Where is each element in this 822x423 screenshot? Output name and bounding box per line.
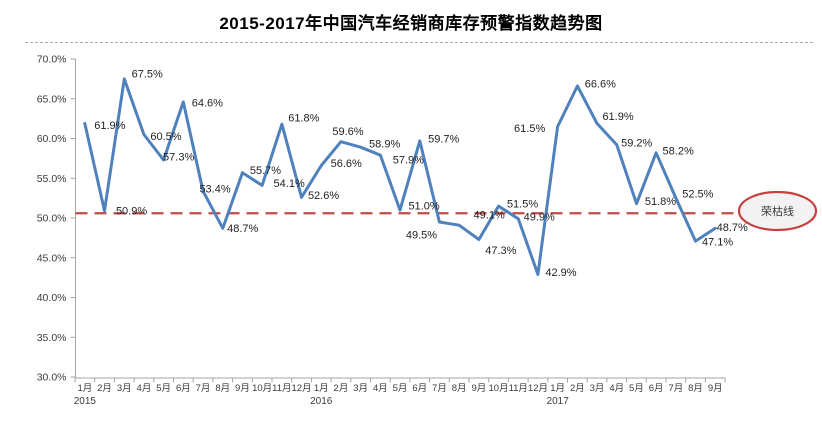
data-label: 52.6% — [308, 190, 339, 202]
x-month-label: 1月 — [77, 383, 92, 394]
data-label: 55.7% — [250, 165, 281, 177]
data-label: 59.7% — [428, 133, 459, 145]
threshold-ellipse — [737, 190, 818, 232]
data-label: 48.7% — [717, 222, 748, 234]
x-month-label: 2月 — [570, 383, 585, 394]
data-label: 51.8% — [645, 196, 676, 208]
x-month-label: 9月 — [235, 383, 250, 394]
data-label: 53.4% — [199, 183, 230, 195]
data-label: 49.5% — [406, 229, 437, 241]
data-label: 67.5% — [132, 68, 163, 80]
x-month-label: 8月 — [688, 383, 703, 394]
x-month-label: 3月 — [117, 383, 132, 394]
data-labels: 61.9% 50.9% 67.5% 60.5% 57.3% 64.6% 53.4% 48.7%… — [94, 68, 748, 279]
x-month-label: 10月 — [489, 383, 509, 394]
x-month-label: 11月 — [509, 383, 528, 394]
x-year-label: 2015 — [74, 396, 97, 407]
y-tick-label: 45.0% — [37, 252, 67, 264]
data-label: 47.1% — [702, 237, 733, 249]
data-label: 58.2% — [663, 145, 694, 157]
y-tick-label: 70.0% — [37, 54, 67, 66]
data-label: 42.9% — [545, 267, 576, 279]
title-divider — [25, 42, 813, 43]
threshold-callout: 荣枯线 — [737, 190, 818, 232]
threshold-label: 荣枯线 — [761, 204, 794, 218]
index-trend-line — [83, 77, 717, 276]
data-label: 66.6% — [585, 79, 616, 91]
x-year-label: 2016 — [310, 396, 333, 407]
x-month-label: 5月 — [629, 383, 644, 394]
data-label: 61.9% — [602, 111, 633, 123]
y-tick-label: 55.0% — [37, 173, 67, 185]
x-month-label: 6月 — [649, 383, 664, 394]
data-label: 61.8% — [288, 113, 319, 125]
data-label: 51.5% — [507, 199, 538, 211]
x-month-label: 9月 — [708, 383, 723, 394]
data-label: 64.6% — [192, 97, 223, 109]
data-label: 51.0% — [408, 201, 439, 213]
x-month-label: 12月 — [528, 383, 548, 394]
y-tick-label: 50.0% — [37, 213, 67, 225]
data-label: 49.1% — [474, 210, 505, 222]
data-label: 60.5% — [150, 131, 181, 143]
x-month-label: 6月 — [412, 383, 427, 394]
x-month-label: 1月 — [314, 383, 329, 394]
data-label: 48.7% — [227, 223, 258, 235]
x-month-label: 7月 — [432, 383, 447, 394]
y-tick-label: 65.0% — [37, 93, 67, 105]
x-month-label: 8月 — [452, 383, 467, 394]
x-month-label: 11月 — [272, 383, 291, 394]
x-year-label: 2017 — [547, 396, 570, 407]
x-month-label: 5月 — [393, 383, 408, 394]
y-tick-label: 35.0% — [37, 332, 67, 344]
chart-title: 2015-2017年中国汽车经销商库存预警指数趋势图 — [219, 14, 603, 33]
y-tick-label: 60.0% — [37, 133, 67, 145]
x-month-label: 1月 — [550, 383, 565, 394]
x-month-label: 12月 — [292, 383, 312, 394]
x-month-label: 6月 — [176, 383, 191, 394]
data-label: 49.9% — [524, 211, 555, 223]
x-month-label: 4月 — [373, 383, 388, 394]
x-month-label: 4月 — [609, 383, 624, 394]
x-month-label: 3月 — [590, 383, 605, 394]
data-label: 57.9% — [393, 155, 424, 167]
data-label: 61.9% — [94, 120, 125, 132]
y-tick-label: 30.0% — [37, 372, 67, 384]
x-month-label: 10月 — [252, 383, 272, 394]
data-label: 59.6% — [332, 126, 363, 138]
data-label: 58.9% — [369, 139, 400, 151]
x-month-label: 7月 — [668, 383, 683, 394]
x-month-label: 2月 — [97, 383, 112, 394]
x-month-label: 7月 — [196, 383, 211, 394]
x-month-label: 9月 — [471, 383, 486, 394]
data-label: 61.5% — [514, 123, 545, 135]
x-month-label: 5月 — [156, 383, 171, 394]
x-month-label: 4月 — [137, 383, 152, 394]
data-label: 54.1% — [274, 178, 305, 190]
data-label: 59.2% — [621, 137, 652, 149]
data-label: 52.5% — [682, 189, 713, 201]
data-label: 56.6% — [331, 158, 362, 170]
x-month-label: 3月 — [353, 383, 368, 394]
data-label: 57.3% — [163, 151, 194, 163]
x-month-label: 2月 — [334, 383, 349, 394]
data-label: 50.9% — [116, 205, 147, 217]
axes: 70.0% 65.0% 60.0% 55.0% 50.0% 45.0% 40.0% 35.0%… — [37, 54, 726, 407]
y-tick-label: 40.0% — [37, 292, 67, 304]
data-label: 47.3% — [485, 245, 516, 257]
x-month-label: 8月 — [215, 383, 230, 394]
